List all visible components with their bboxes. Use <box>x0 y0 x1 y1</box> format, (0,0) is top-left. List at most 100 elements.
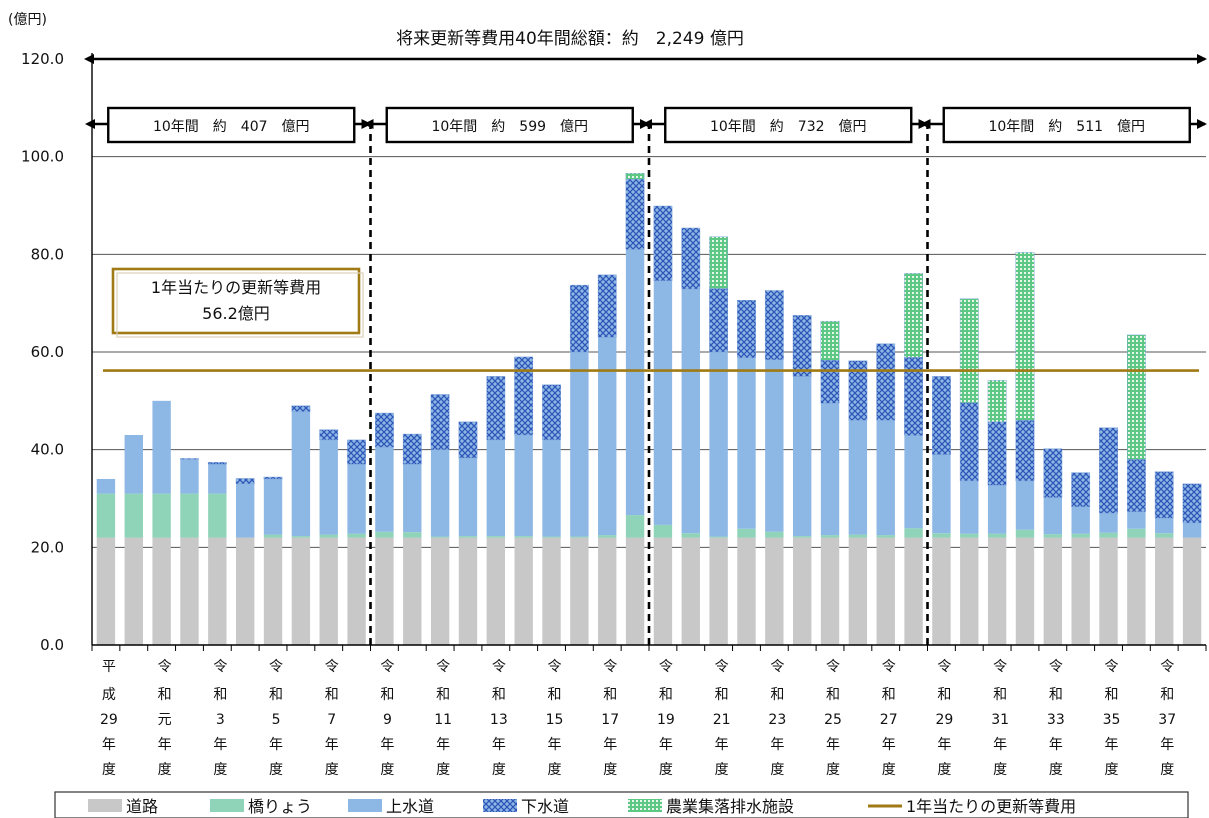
y-tick-label: 0.0 <box>40 636 64 654</box>
bar-segment <box>1043 497 1063 535</box>
x-tick-label-line: 和 <box>603 687 617 703</box>
x-tick-label-line: 令 <box>325 659 339 675</box>
bar-segment <box>486 537 506 645</box>
x-tick-label-line: 和 <box>993 687 1007 703</box>
bar-segment <box>625 249 645 516</box>
x-tick-label-line: 和 <box>380 687 394 703</box>
bar-segment <box>625 173 645 180</box>
bar-segment <box>709 236 729 289</box>
bar-stack <box>96 478 116 645</box>
bar-segment <box>319 439 338 535</box>
bar-segment <box>625 515 645 538</box>
bar-stack <box>653 205 673 645</box>
bar-segment <box>347 464 366 534</box>
bar-segment <box>375 447 394 532</box>
bar-segment <box>486 536 506 538</box>
decade-group: 10年間 約 599 億円 <box>363 106 650 144</box>
x-tick-label-line: 和 <box>826 687 840 703</box>
bar-stack <box>458 421 478 645</box>
x-tick-label-line: 年 <box>548 737 562 753</box>
annotation-line: 56.2億円 <box>202 304 270 323</box>
legend-item: 下水道 <box>483 797 569 816</box>
legend-item: 道路 <box>88 797 158 816</box>
bar-segment <box>347 537 366 645</box>
x-tick-label-line: 年 <box>436 737 450 753</box>
bar-segment <box>1015 480 1035 530</box>
x-tick-label-line: 度 <box>1105 762 1119 778</box>
x-tick-label-line: 元 <box>158 712 172 728</box>
bar-segment <box>709 536 728 538</box>
bar-segment <box>207 462 227 465</box>
bar-segment <box>653 280 673 525</box>
bar-segment <box>291 411 311 537</box>
bar-stack <box>235 478 255 645</box>
bar-stack <box>597 274 617 645</box>
x-tick-label: 令和 31 年度 <box>991 659 1009 778</box>
bar-stack <box>1126 334 1146 645</box>
x-tick-label-line: 年 <box>269 737 283 753</box>
bar-segment <box>765 359 784 532</box>
bar-segment <box>904 528 923 538</box>
decade-group: 10年間 約 732 億円 <box>642 106 929 144</box>
x-tick-label-line: 和 <box>1160 687 1174 703</box>
bar-segment <box>291 536 311 538</box>
bar-segment <box>932 533 951 538</box>
bar-stack <box>764 290 784 645</box>
bar-segment <box>430 536 450 538</box>
bar-segment <box>1182 483 1202 524</box>
x-tick-label-line: 和 <box>492 687 506 703</box>
y-tick-label: 100.0 <box>21 148 64 166</box>
x-tick-label-line: 令 <box>715 659 729 675</box>
decade-box <box>942 106 1191 144</box>
x-tick-label: 令和 19 年度 <box>657 659 675 778</box>
bar-segment <box>514 537 533 645</box>
x-tick-label-line: 年 <box>826 737 840 753</box>
x-tick-label-line: 令 <box>659 659 673 675</box>
x-tick-label-line: 15 <box>546 712 564 728</box>
bar-segment <box>430 449 450 537</box>
y-tick-label: 40.0 <box>31 441 64 459</box>
x-tick-label-line: 度 <box>603 762 617 778</box>
x-tick-label: 令和 13 年度 <box>490 659 508 778</box>
legend-item: 橋りょう <box>210 797 312 816</box>
bar-segment <box>1182 537 1202 645</box>
x-tick-label-line: 33 <box>1047 712 1065 728</box>
bar-stack <box>152 400 171 645</box>
x-tick-label: 令和 29 年度 <box>936 659 954 778</box>
bar-stack <box>180 458 199 645</box>
legend-label: 農業集落排水施設 <box>666 797 794 816</box>
bar-segment <box>208 537 227 645</box>
x-tick-label-line: 年 <box>715 737 729 753</box>
bar-segment <box>681 289 700 534</box>
y-unit-label: (億円) <box>8 12 47 28</box>
x-tick-label-line: 和 <box>1105 687 1119 703</box>
bar-segment <box>486 439 506 537</box>
bar-segment <box>514 536 533 538</box>
bar-segment <box>820 403 840 536</box>
x-tick-label-line: 令 <box>1105 659 1119 675</box>
x-tick-label-line: 令 <box>937 659 951 675</box>
bar-stack <box>291 405 311 645</box>
bar-segment <box>235 537 255 645</box>
x-tick-label: 令和 33 年度 <box>1047 659 1065 778</box>
bar-stack <box>681 227 701 645</box>
bar-segment <box>904 537 923 645</box>
x-tick-label: 令和 17 年度 <box>601 659 619 778</box>
bar-segment <box>792 536 812 538</box>
x-tick-label-line: 23 <box>768 712 786 728</box>
x-tick-label: 令和 9 年度 <box>380 659 394 778</box>
bar-segment <box>960 480 979 534</box>
decade-label: 10年間 約 732 億円 <box>710 119 867 135</box>
x-tick-label-line: 令 <box>770 659 784 675</box>
bar-segment <box>876 535 895 538</box>
bar-segment <box>403 532 422 538</box>
bar-segment <box>737 357 756 529</box>
bar-stack <box>709 236 729 645</box>
bar-stack <box>402 433 422 645</box>
x-tick-label-line: 和 <box>659 687 673 703</box>
bar-segment <box>904 273 923 358</box>
bar-segment <box>124 537 143 645</box>
bar-segment <box>681 227 701 290</box>
legend-label: 橋りょう <box>248 797 312 816</box>
bar-segment <box>347 439 366 465</box>
